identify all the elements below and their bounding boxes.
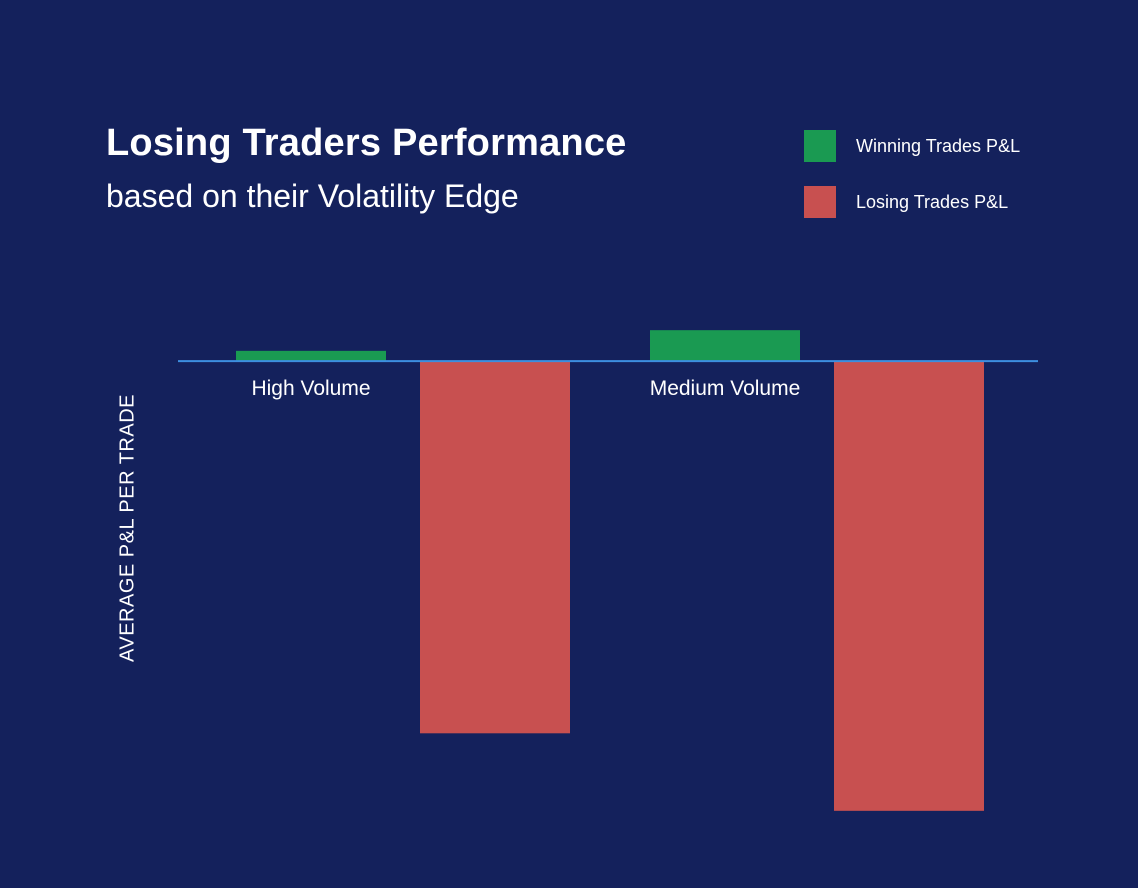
- category-label-1: Medium Volume: [650, 377, 801, 400]
- chart-subtitle: based on their Volatility Edge: [106, 178, 519, 214]
- legend-swatch-winning: [804, 130, 836, 162]
- legend-label-winning: Winning Trades P&L: [856, 135, 1021, 156]
- legend-item-winning: Winning Trades P&L: [804, 130, 1020, 162]
- legend-item-losing: Losing Trades P&L: [804, 186, 1020, 218]
- chart-title: Losing Traders Performance: [106, 122, 627, 164]
- legend-label-losing: Losing Trades P&L: [856, 191, 1009, 212]
- bar-losing-1: [834, 361, 984, 811]
- legend-swatch-losing: [804, 186, 836, 218]
- category-label-0: High Volume: [251, 377, 370, 400]
- bar-winning-0: [236, 350, 386, 362]
- bar-winning-1: [650, 330, 800, 362]
- legend: Winning Trades P&L Losing Trades P&L: [804, 130, 1020, 242]
- bar-losing-0: [420, 361, 570, 734]
